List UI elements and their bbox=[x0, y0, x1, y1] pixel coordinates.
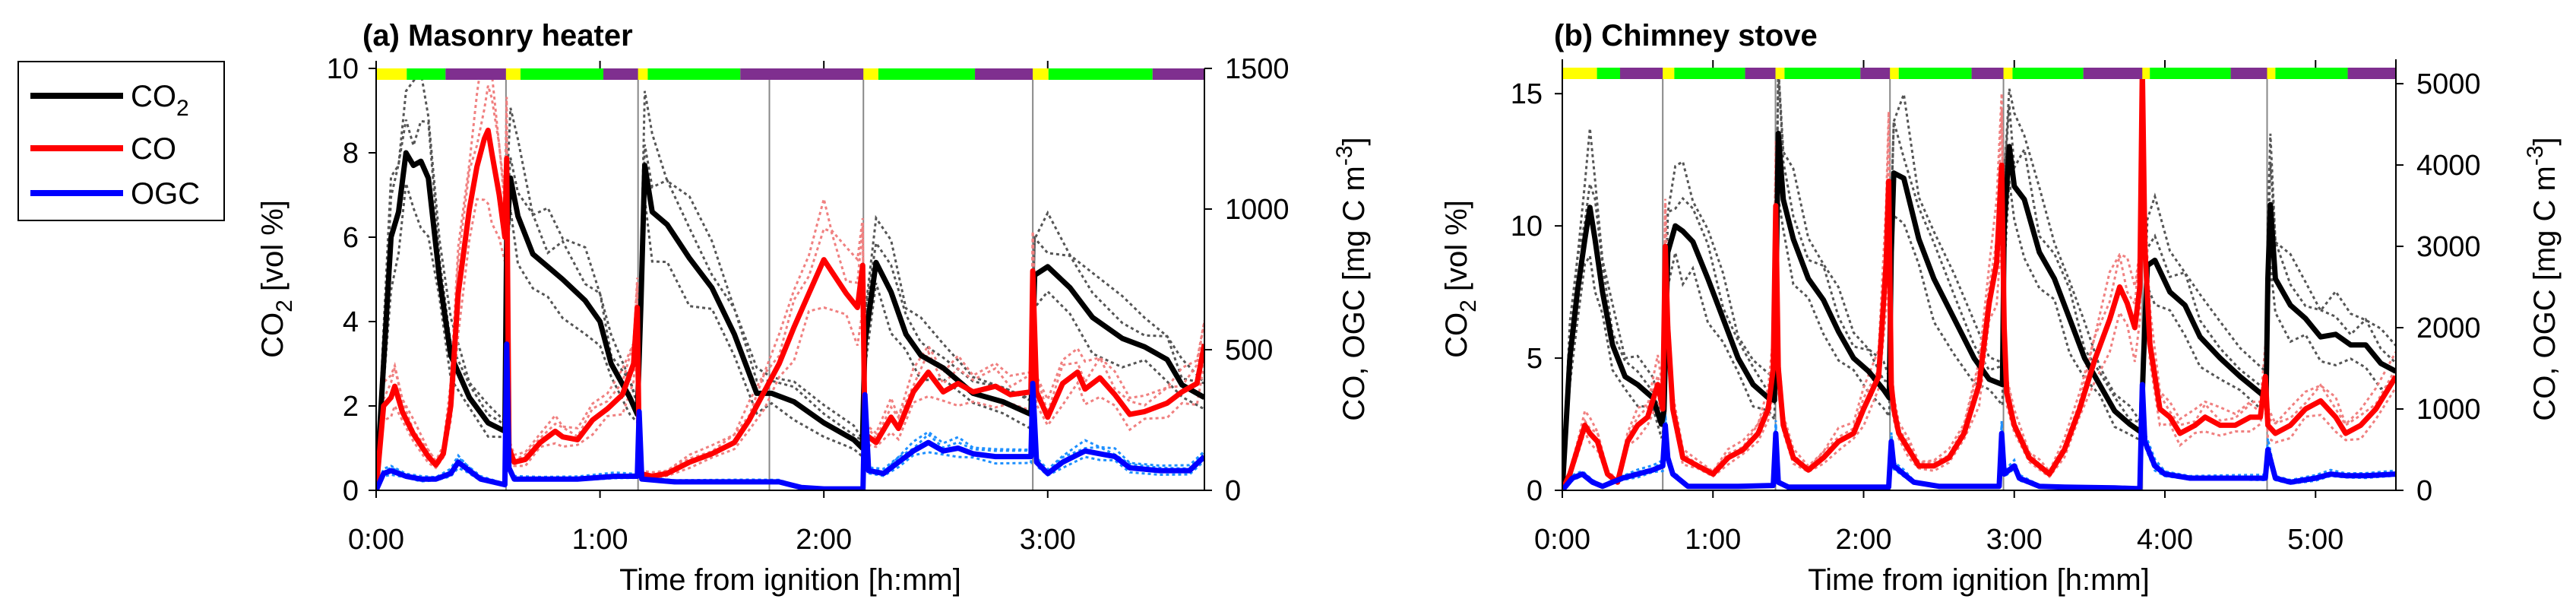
phase-bar-burnout bbox=[2347, 68, 2396, 79]
plot-area bbox=[376, 68, 1204, 490]
series-line-co2 bbox=[1562, 130, 2396, 490]
phase-bar-flaming bbox=[1674, 68, 1745, 79]
replicate-line-ogc bbox=[1562, 367, 2396, 490]
legend-label-co2: CO2 bbox=[131, 80, 189, 121]
y-tick-label-left: 0 bbox=[343, 475, 359, 507]
x-tick-label: 3:00 bbox=[1986, 524, 2043, 556]
x-tick-label: 3:00 bbox=[1020, 524, 1076, 556]
x-tick-label: 4:00 bbox=[2137, 524, 2193, 556]
x-axis-label: Time from ignition [h:mm] bbox=[619, 563, 961, 597]
chart-masonry-heater: (a) Masonry heater Time from ignition [h… bbox=[256, 19, 1371, 597]
phase-bar-ignition bbox=[1663, 68, 1675, 79]
y-tick-label-right: 2000 bbox=[2416, 312, 2481, 344]
y-axis-label-left: CO2 [vol %] bbox=[256, 200, 297, 358]
phase-bar-burnout bbox=[1619, 68, 1663, 79]
plot-area bbox=[1562, 68, 2396, 490]
chart-chimney-stove: (b) Chimney stove Time from ignition [h:… bbox=[1440, 19, 2562, 597]
phase-bar-burnout bbox=[2083, 68, 2143, 79]
x-tick-label: 5:00 bbox=[2287, 524, 2343, 556]
phase-bar-burnout bbox=[2230, 68, 2267, 79]
y-tick-label-right: 4000 bbox=[2416, 150, 2481, 182]
phase-bar-flaming bbox=[2150, 68, 2231, 79]
chart-title: (a) Masonry heater bbox=[362, 19, 633, 52]
phase-bar-flaming bbox=[1784, 68, 1861, 79]
x-tick-label: 2:00 bbox=[796, 524, 852, 556]
phase-bar-burnout bbox=[975, 68, 1033, 80]
phase-bar-flaming bbox=[647, 68, 741, 80]
replicate-line-co bbox=[1562, 119, 2396, 490]
phase-bar-flaming bbox=[2012, 68, 2084, 79]
phase-bar-ignition bbox=[2142, 68, 2150, 79]
y-tick-label-right: 0 bbox=[1225, 475, 1241, 507]
replicate-line-co2 bbox=[1562, 68, 2396, 490]
x-tick-label: 1:00 bbox=[1685, 524, 1741, 556]
replicate-line-co2 bbox=[376, 119, 1204, 490]
y-tick-label-right: 3000 bbox=[2416, 231, 2481, 263]
y-tick-label-left: 4 bbox=[343, 306, 359, 338]
y-axis-label-left: CO2 [vol %] bbox=[1440, 200, 1481, 358]
y-tick-label-left: 2 bbox=[343, 391, 359, 423]
y-tick-label-left: 10 bbox=[1511, 211, 1543, 243]
replicate-line-co bbox=[1562, 68, 2396, 490]
y-tick-label-left: 5 bbox=[1527, 343, 1543, 375]
phase-bar-ignition bbox=[376, 68, 407, 80]
phase-bar-burnout bbox=[740, 68, 864, 80]
x-axis-label: Time from ignition [h:mm] bbox=[1808, 563, 2150, 597]
series-line-co bbox=[376, 127, 1204, 490]
x-tick-label: 0:00 bbox=[1534, 524, 1590, 556]
chart-title: (b) Chimney stove bbox=[1554, 19, 1818, 52]
phase-bar-flaming bbox=[1048, 68, 1153, 80]
phase-bar-flaming bbox=[1597, 68, 1620, 79]
phase-bar-ignition bbox=[1890, 68, 1899, 79]
phase-bar-ignition bbox=[863, 68, 878, 80]
replicate-line-ogc bbox=[1562, 398, 2396, 490]
phase-bar-flaming bbox=[1898, 68, 1972, 79]
phase-bar-ignition bbox=[2267, 68, 2276, 79]
x-tick-label: 2:00 bbox=[1836, 524, 1892, 556]
phase-bar-burnout bbox=[445, 68, 506, 80]
phase-bar-ignition bbox=[505, 68, 521, 80]
x-tick-label: 1:00 bbox=[572, 524, 628, 556]
y-tick-label-right: 1000 bbox=[1225, 194, 1290, 226]
phase-bar-flaming bbox=[521, 68, 604, 80]
legend: CO2 CO OGC bbox=[17, 61, 225, 221]
y-tick-label-right: 500 bbox=[1225, 334, 1273, 366]
phase-bar-ignition bbox=[2003, 68, 2013, 79]
x-tick-label: 0:00 bbox=[348, 524, 404, 556]
phase-bar-ignition bbox=[1033, 68, 1049, 80]
replicate-line-co bbox=[376, 188, 1204, 490]
y-tick-label-left: 0 bbox=[1527, 475, 1543, 507]
phase-bar-flaming bbox=[2275, 68, 2348, 79]
phase-bar-flaming bbox=[407, 68, 446, 80]
phase-bar-ignition bbox=[1562, 68, 1597, 79]
phase-bar-burnout bbox=[603, 68, 638, 80]
y-axis-label-right: CO, OGC [mg C m-3] bbox=[2523, 137, 2562, 420]
replicate-line-ogc bbox=[376, 330, 1204, 490]
replicate-line-co2 bbox=[1562, 180, 2396, 490]
phase-bar-burnout bbox=[1971, 68, 2004, 79]
phase-bar-ignition bbox=[1775, 68, 1785, 79]
series-line-ogc bbox=[1562, 382, 2396, 490]
phase-bar-burnout bbox=[1745, 68, 1776, 79]
legend-label-ogc: OGC bbox=[131, 177, 200, 211]
replicate-line-co bbox=[376, 68, 1204, 490]
series-line-co bbox=[1562, 68, 2396, 490]
y-axis-label-right: CO, OGC [mg C m-3] bbox=[1332, 137, 1371, 420]
phase-bar-burnout bbox=[1860, 68, 1891, 79]
legend-label-co: CO bbox=[131, 132, 176, 166]
y-tick-label-right: 0 bbox=[2416, 475, 2432, 507]
phase-bar-flaming bbox=[878, 68, 976, 80]
series-line-ogc bbox=[376, 341, 1204, 490]
y-tick-label-right: 1000 bbox=[2416, 394, 2481, 426]
phase-bar-ignition bbox=[638, 68, 648, 80]
y-tick-label-left: 6 bbox=[343, 222, 359, 254]
replicate-line-co bbox=[1562, 68, 2396, 490]
y-tick-label-left: 10 bbox=[327, 53, 359, 85]
y-tick-label-left: 8 bbox=[343, 138, 359, 170]
phase-bar-burnout bbox=[1152, 68, 1204, 80]
y-tick-label-left: 15 bbox=[1511, 78, 1543, 110]
y-tick-label-right: 5000 bbox=[2416, 68, 2481, 100]
y-tick-label-right: 1500 bbox=[1225, 53, 1290, 85]
